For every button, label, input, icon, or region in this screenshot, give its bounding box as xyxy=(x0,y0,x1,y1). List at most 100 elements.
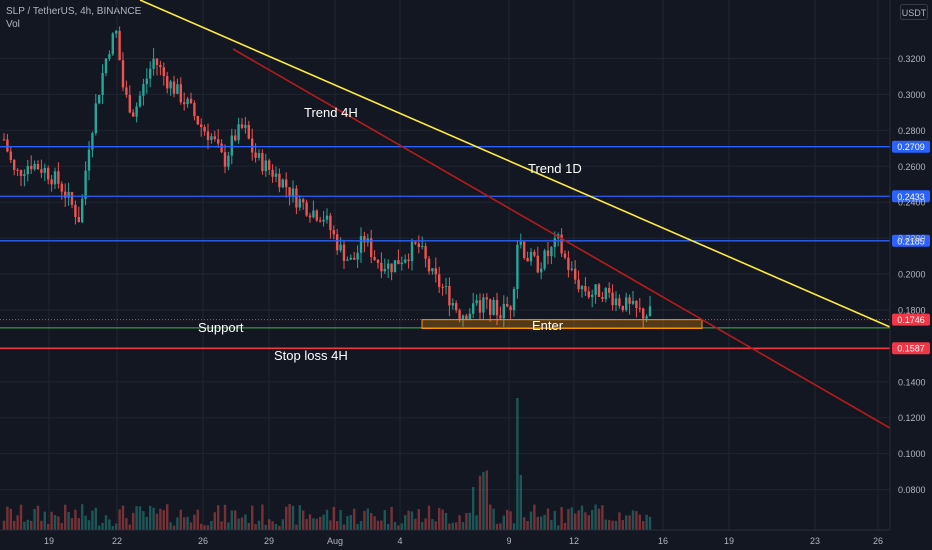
candle-body xyxy=(302,199,305,203)
volume-bar xyxy=(342,524,346,530)
volume-bar xyxy=(407,510,410,530)
volume-bar xyxy=(230,510,233,530)
currency-unit-badge[interactable]: USDT xyxy=(900,4,928,20)
candle-body xyxy=(597,284,601,297)
chart-grid xyxy=(0,0,890,530)
annotation-text: Trend 1D xyxy=(528,161,582,176)
volume-bar xyxy=(502,515,505,530)
volume-bar xyxy=(220,521,223,530)
volume-bar xyxy=(152,507,155,530)
candle-body xyxy=(220,143,223,153)
volume-bar xyxy=(417,509,420,530)
candle-body xyxy=(64,191,67,198)
volume-bar xyxy=(319,516,322,530)
candle-body xyxy=(516,244,519,289)
volume-bar xyxy=(550,519,553,530)
volume-bar xyxy=(111,525,114,530)
volume-bar xyxy=(570,507,573,530)
price-levels: 0.2709 0.2433 0.2185 0.1746 0.1587 xyxy=(0,140,930,355)
trend-1d-line xyxy=(139,0,891,328)
volume-bar xyxy=(40,520,43,530)
candle-body xyxy=(570,268,573,270)
volume-bar xyxy=(223,504,227,530)
candle-body xyxy=(546,250,550,257)
candle-body xyxy=(16,169,19,171)
candle-body xyxy=(482,297,485,313)
volume-bar xyxy=(169,522,172,530)
candle-body xyxy=(628,297,631,304)
candle-body xyxy=(135,106,138,117)
candle-body xyxy=(594,284,597,295)
x-tick-label: 19 xyxy=(724,536,734,546)
volume-bar xyxy=(468,512,471,530)
candle-body xyxy=(152,58,155,69)
volume-bar xyxy=(628,515,631,530)
price-level-tag xyxy=(892,190,930,203)
candle-body xyxy=(128,94,131,113)
volume-bar xyxy=(291,505,295,530)
volume-bar xyxy=(26,519,29,530)
candle-body xyxy=(400,262,403,265)
price-level-tag xyxy=(892,140,930,153)
chart-title: SLP / TetherUS, 4h, BINANCE xyxy=(6,6,142,17)
candle-body xyxy=(166,76,169,89)
candle-body xyxy=(635,300,638,308)
candle-body xyxy=(441,286,444,288)
candle-body xyxy=(529,251,533,262)
candle-body xyxy=(298,199,301,208)
y-tick-label: 0.3200 xyxy=(898,54,926,64)
volume-bar xyxy=(13,520,16,530)
volume-bar xyxy=(625,515,628,530)
candle-body xyxy=(638,307,641,309)
volume-bar xyxy=(74,509,77,530)
y-tick-label: 0.1400 xyxy=(898,377,926,387)
volume-bar xyxy=(410,511,414,530)
volume-bar xyxy=(325,509,329,530)
candle-body xyxy=(138,95,142,107)
candle-body xyxy=(601,296,604,300)
candle-body xyxy=(472,303,475,314)
volume-bar xyxy=(189,522,193,530)
volume-bar xyxy=(393,521,397,530)
trend-4h-line xyxy=(232,48,891,429)
volume-bar xyxy=(295,524,298,530)
candle-body xyxy=(376,259,380,263)
volume-bar xyxy=(162,510,165,530)
volume-bar xyxy=(444,512,448,530)
volume-bar xyxy=(492,508,495,530)
candle-body xyxy=(108,54,111,59)
candle-body xyxy=(380,262,383,272)
volume-bar xyxy=(9,508,12,530)
candle-body xyxy=(305,202,308,216)
volume-bar xyxy=(574,513,577,530)
x-tick-label: 16 xyxy=(658,536,668,546)
volume-bar xyxy=(526,520,529,530)
volume-bar xyxy=(115,523,118,530)
candle-body xyxy=(363,236,366,243)
candle-body xyxy=(519,241,522,245)
volume-bar xyxy=(540,516,543,530)
x-tick-label: Aug xyxy=(327,536,343,546)
volume-bar xyxy=(557,525,560,530)
volume-bar xyxy=(104,515,108,530)
candle-body xyxy=(455,303,458,311)
candle-body xyxy=(434,268,437,275)
candle-body xyxy=(169,81,172,89)
candle-body xyxy=(604,288,607,300)
candle-body xyxy=(67,192,70,198)
candle-body xyxy=(53,171,57,185)
volume-bar xyxy=(305,518,308,530)
candle-body xyxy=(155,58,159,65)
candle-body xyxy=(553,238,556,248)
volume-bar xyxy=(264,524,267,530)
candle-body xyxy=(281,179,284,188)
candle-body xyxy=(611,292,614,306)
volume-bar xyxy=(30,520,33,530)
candle-body xyxy=(621,305,624,310)
candle-body xyxy=(172,81,176,94)
volume-bar xyxy=(404,515,407,530)
candle-body xyxy=(77,217,80,223)
volume-bar xyxy=(329,520,332,530)
candle-body xyxy=(397,260,400,265)
